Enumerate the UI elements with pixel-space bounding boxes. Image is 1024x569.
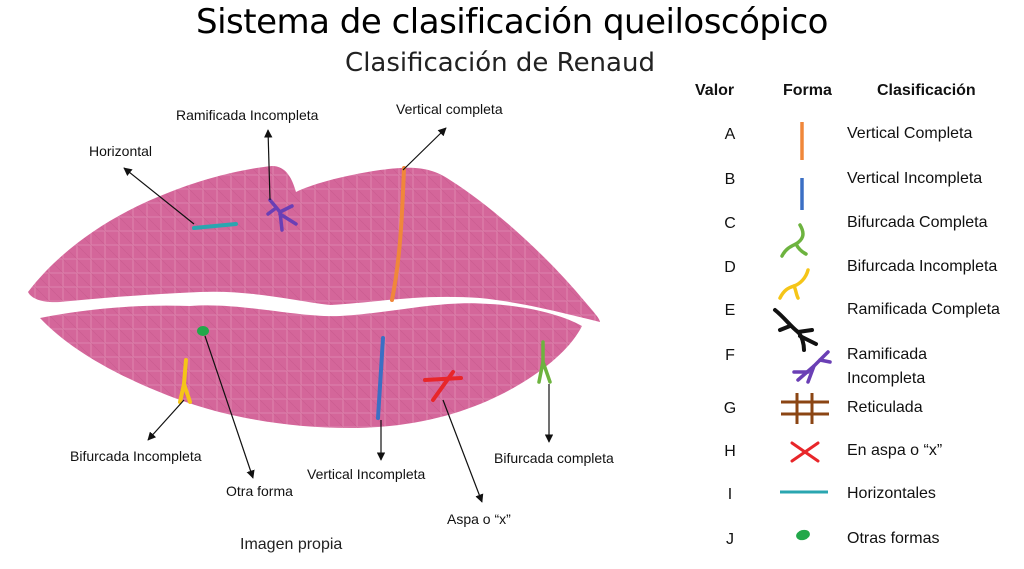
blob-icon (796, 529, 810, 541)
table-row-valor: I (727, 486, 733, 503)
branch-icon (773, 308, 818, 352)
table-header-clasificacion: Clasificación (877, 82, 976, 99)
table-row-clasificacion: Ramificada Incompleta (847, 346, 928, 387)
horizontal-pattern (192, 222, 238, 230)
table-row-clasificacion: Vertical Completa (847, 125, 973, 142)
otra-forma-pattern (197, 326, 209, 336)
upper-lip (28, 166, 600, 322)
arrow-bifurcada-incompleta (147, 399, 185, 441)
page-title: Sistema de clasificación queiloscópico (196, 2, 828, 42)
vertical-completa-pattern (390, 166, 406, 302)
table-row-clasificacion: Bifurcada Incompleta (847, 258, 998, 275)
table-row-clasificacion: Vertical Incompleta (847, 170, 983, 187)
table-row-valor: G (723, 400, 737, 417)
table-row-clasificacion: En aspa o “x” (847, 442, 943, 459)
table-row-valor: A (724, 126, 736, 143)
table-header-valor: Valor (695, 82, 735, 99)
aspa-pattern (423, 370, 463, 402)
lower-lip (40, 303, 582, 428)
arrow-aspa (442, 399, 484, 503)
table-row-clasificacion: Otras formas (847, 530, 940, 547)
label-bifurcada-incompleta: Bifurcada Incompleta (70, 448, 202, 464)
label-ramificada-incompleta: Ramificada Incompleta (176, 107, 319, 123)
ramificada-incompleta-pattern (266, 198, 298, 232)
arrow-otra-forma (204, 335, 255, 479)
table-row-valor: E (724, 302, 736, 319)
arrow-ramificada-incompleta (264, 129, 273, 201)
image-caption: Imagen propia (240, 536, 343, 553)
table-row-clasificacion: Bifurcada Completa (847, 214, 988, 231)
table-row-valor: H (724, 443, 736, 460)
label-horizontal: Horizontal (89, 143, 153, 159)
table-row-valor: B (724, 171, 736, 188)
bifurcada-incompleta-pattern (178, 358, 192, 404)
table-row-clasificacion: Reticulada (847, 399, 923, 416)
table-header-forma: Forma (783, 82, 832, 99)
table-row-valor: J (726, 531, 734, 548)
arrow-vertical-completa (402, 127, 447, 171)
label-vertical-incompleta: Vertical Incompleta (307, 466, 426, 482)
label-otra-forma: Otra forma (226, 483, 293, 499)
bifurcation-icon (778, 268, 810, 300)
label-vertical-completa: Vertical completa (396, 101, 503, 117)
bifurcation-icon (780, 223, 808, 258)
table-row-valor: F (725, 347, 735, 364)
bifurcada-completa-pattern (537, 340, 552, 384)
table-row-valor: D (724, 259, 736, 276)
label-bifurcada-completa: Bifurcada completa (494, 450, 614, 466)
table-row-clasificacion: Horizontales (847, 485, 936, 502)
page-subtitle: Clasificación de Renaud (345, 48, 655, 78)
vertical-incompleta-pattern (376, 336, 385, 420)
grid-icon (781, 393, 829, 424)
table-row-valor: C (724, 215, 736, 232)
table-row-clasificacion: Ramificada Completa (847, 301, 1000, 318)
arrow-horizontal (123, 167, 195, 225)
label-aspa: Aspa o “x” (447, 511, 511, 527)
x-icon (790, 441, 820, 463)
branch-icon (792, 350, 832, 384)
